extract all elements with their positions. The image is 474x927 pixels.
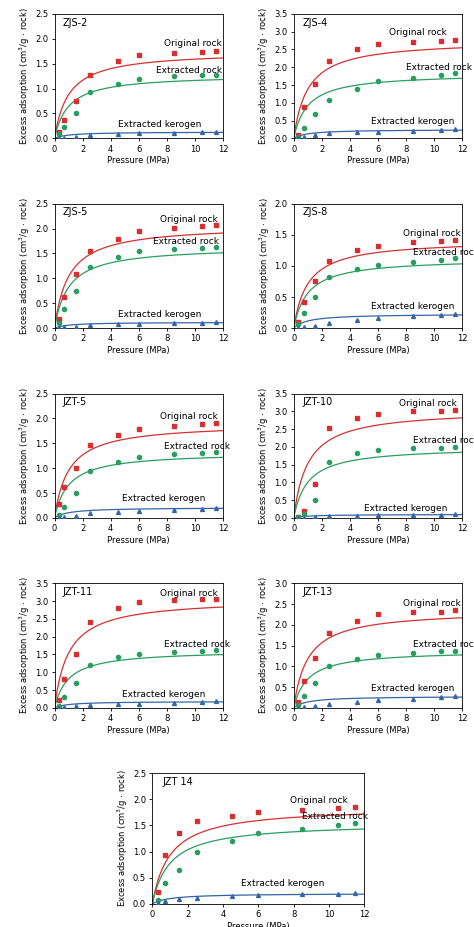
Text: Extracted rock: Extracted rock bbox=[155, 66, 221, 75]
Y-axis label: Excess adsorption (cm$^3$/g $\cdot$ rock): Excess adsorption (cm$^3$/g $\cdot$ rock… bbox=[18, 387, 32, 525]
Text: Extracted rock: Extracted rock bbox=[153, 236, 219, 246]
X-axis label: Pressure (MPa): Pressure (MPa) bbox=[108, 346, 170, 355]
Text: Original rock: Original rock bbox=[160, 215, 218, 223]
Text: Extracted kerogen: Extracted kerogen bbox=[371, 684, 454, 693]
Y-axis label: Excess adsorption (cm$^3$/g $\cdot$ rock): Excess adsorption (cm$^3$/g $\cdot$ rock… bbox=[116, 769, 130, 908]
Text: Original rock: Original rock bbox=[389, 28, 447, 37]
Text: Extracted kerogen: Extracted kerogen bbox=[122, 494, 205, 503]
Text: ZJS-2: ZJS-2 bbox=[63, 18, 88, 28]
X-axis label: Pressure (MPa): Pressure (MPa) bbox=[346, 157, 409, 165]
Y-axis label: Excess adsorption (cm$^3$/g $\cdot$ rock): Excess adsorption (cm$^3$/g $\cdot$ rock… bbox=[18, 197, 32, 335]
Text: Extracted rock: Extracted rock bbox=[413, 640, 474, 649]
X-axis label: Pressure (MPa): Pressure (MPa) bbox=[346, 346, 409, 355]
Text: Original rock: Original rock bbox=[403, 229, 461, 238]
Text: Extracted rock: Extracted rock bbox=[302, 812, 368, 821]
Text: Original rock: Original rock bbox=[160, 589, 218, 598]
X-axis label: Pressure (MPa): Pressure (MPa) bbox=[346, 726, 409, 735]
Text: JZT-11: JZT-11 bbox=[63, 587, 93, 597]
Text: Extracted rock: Extracted rock bbox=[164, 641, 230, 649]
Text: Extracted kerogen: Extracted kerogen bbox=[371, 118, 454, 126]
Text: Extracted rock: Extracted rock bbox=[413, 248, 474, 257]
Y-axis label: Excess adsorption (cm$^3$/g $\cdot$ rock): Excess adsorption (cm$^3$/g $\cdot$ rock… bbox=[18, 7, 32, 145]
X-axis label: Pressure (MPa): Pressure (MPa) bbox=[108, 726, 170, 735]
Text: Extracted rock: Extracted rock bbox=[413, 436, 474, 445]
Text: Extracted kerogen: Extracted kerogen bbox=[118, 311, 201, 319]
Text: Extracted kerogen: Extracted kerogen bbox=[364, 503, 447, 513]
Text: Extracted rock: Extracted rock bbox=[164, 442, 230, 451]
Text: Original rock: Original rock bbox=[160, 412, 218, 421]
Text: JZT-10: JZT-10 bbox=[302, 398, 332, 407]
Text: Extracted kerogen: Extracted kerogen bbox=[241, 879, 324, 888]
Text: ZJS-4: ZJS-4 bbox=[302, 18, 328, 28]
Y-axis label: Excess adsorption (cm$^3$/g $\cdot$ rock): Excess adsorption (cm$^3$/g $\cdot$ rock… bbox=[18, 577, 32, 715]
Y-axis label: Excess adsorption (cm$^3$/g $\cdot$ rock): Excess adsorption (cm$^3$/g $\cdot$ rock… bbox=[257, 577, 272, 715]
Text: JZT-13: JZT-13 bbox=[302, 587, 332, 597]
Text: JZT-5: JZT-5 bbox=[63, 398, 87, 407]
Text: Extracted rock: Extracted rock bbox=[406, 62, 472, 71]
X-axis label: Pressure (MPa): Pressure (MPa) bbox=[346, 536, 409, 545]
Text: ZJS-5: ZJS-5 bbox=[63, 208, 88, 218]
Y-axis label: Excess adsorption (cm$^3$/g $\cdot$ rock): Excess adsorption (cm$^3$/g $\cdot$ rock… bbox=[257, 387, 272, 525]
Y-axis label: Excess adsorption (cm$^3$/g $\cdot$ rock): Excess adsorption (cm$^3$/g $\cdot$ rock… bbox=[257, 197, 272, 335]
Text: Extracted kerogen: Extracted kerogen bbox=[371, 302, 454, 311]
Text: Original rock: Original rock bbox=[290, 795, 348, 805]
X-axis label: Pressure (MPa): Pressure (MPa) bbox=[227, 921, 290, 927]
Text: JZT 14: JZT 14 bbox=[163, 777, 194, 787]
Text: ZJS-8: ZJS-8 bbox=[302, 208, 328, 218]
X-axis label: Pressure (MPa): Pressure (MPa) bbox=[108, 536, 170, 545]
Text: Extracted kerogen: Extracted kerogen bbox=[122, 690, 205, 699]
Y-axis label: Excess adsorption (cm$^3$/g $\cdot$ rock): Excess adsorption (cm$^3$/g $\cdot$ rock… bbox=[257, 7, 272, 145]
X-axis label: Pressure (MPa): Pressure (MPa) bbox=[108, 157, 170, 165]
Text: Extracted kerogen: Extracted kerogen bbox=[118, 121, 201, 130]
Text: Original rock: Original rock bbox=[164, 39, 222, 48]
Text: Original rock: Original rock bbox=[399, 399, 457, 408]
Text: Original rock: Original rock bbox=[403, 599, 461, 608]
